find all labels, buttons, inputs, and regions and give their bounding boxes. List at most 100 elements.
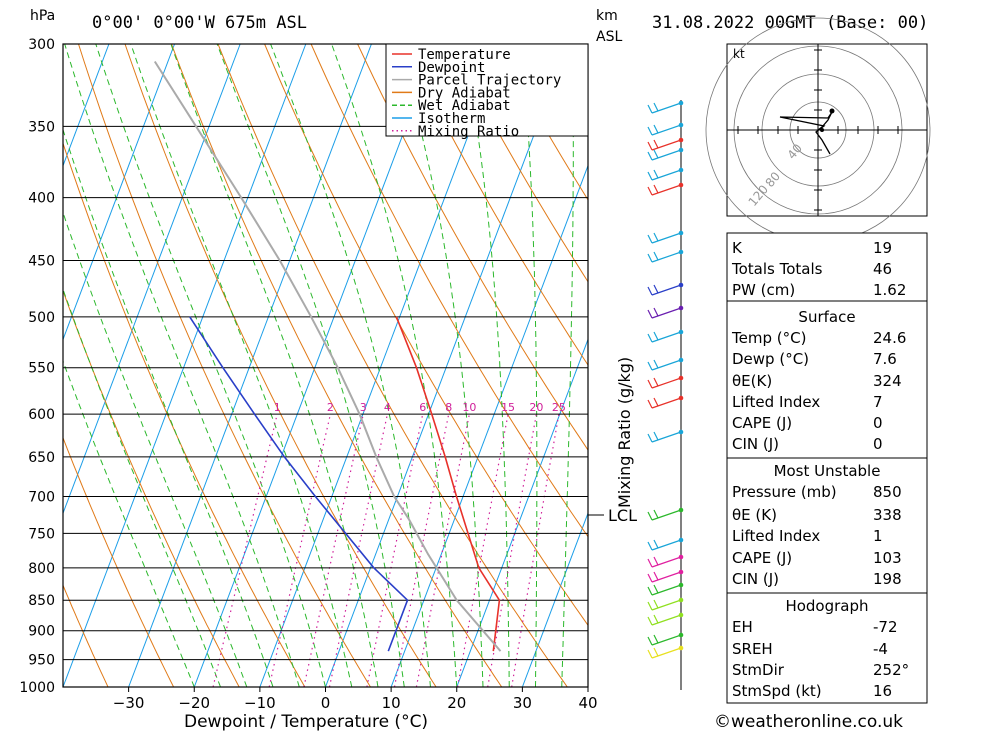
surface-cape-label: CAPE (J) [732, 414, 792, 432]
wind-barb-flag [653, 232, 659, 242]
temperature-tick-label: 30 [513, 694, 532, 712]
wind-barb-flag [647, 151, 653, 161]
wind-level-dot [678, 122, 684, 128]
mixing-ratio-label: 3 [360, 401, 367, 414]
dry-adiabat-line [962, 44, 1000, 687]
stmspd-value: 16 [873, 682, 892, 700]
wind-barb [651, 571, 682, 583]
surface-title: Surface [798, 308, 855, 326]
stmdir-value: 252° [873, 661, 909, 679]
dry-adiabat-line [310, 44, 588, 538]
isotherm-line [456, 338, 588, 687]
wind-level-dot [678, 395, 684, 401]
wind-level-dot [678, 612, 684, 618]
wind-barb [651, 377, 682, 389]
wet-adiabat-line [587, 676, 588, 687]
wind-barb-flag [647, 433, 653, 443]
wind-barb-flag [653, 102, 659, 112]
wind-level-dot [678, 554, 684, 560]
wind-level-dot [678, 167, 684, 173]
wind-barb [651, 284, 682, 296]
height-unit-label: km [596, 8, 618, 24]
wind-barb-flag [653, 359, 659, 369]
wind-barb [651, 634, 682, 646]
isotherm-line [63, 44, 110, 168]
wind-barb-flag [653, 647, 659, 657]
wet-adiabat-line [63, 211, 248, 687]
mixing-ratio-label: 15 [501, 401, 515, 414]
pressure-tick-label: 550 [28, 361, 55, 377]
mixing-ratio-line [328, 414, 388, 687]
wind-barb-flag [647, 601, 653, 611]
wind-barb-flag [647, 399, 653, 409]
profiles [153, 60, 502, 652]
wind-barb-flag [653, 139, 659, 149]
wet-adiabat-line [63, 128, 274, 687]
wind-barb [651, 431, 682, 443]
isobars [63, 43, 588, 688]
wind-barb-flag [647, 573, 653, 583]
mu-thetae-value: 338 [873, 506, 902, 524]
temperature-tick-label: 40 [578, 694, 597, 712]
wind-barb-flag [647, 141, 653, 151]
mu-pressure-label: Pressure (mb) [732, 483, 837, 501]
stmdir-label: StmDir [732, 661, 785, 679]
legend-label: Dry Adiabat [418, 85, 511, 101]
wet-adiabat-line [95, 44, 326, 687]
credit-label: ©weatheronline.co.uk [714, 712, 903, 732]
wind-barb [651, 102, 682, 114]
temperature-tick-label: 10 [382, 694, 401, 712]
surface-li-label: Lifted Index [732, 393, 820, 411]
wind-barb [651, 599, 682, 611]
most-unstable-title: Most Unstable [774, 462, 881, 480]
wind-barb-flag [647, 636, 653, 646]
pressure-tick-label: 650 [28, 450, 55, 466]
pressure-tick-label: 400 [28, 191, 55, 207]
wind-barb [651, 359, 682, 371]
surface-temp-label: Temp (°C) [731, 329, 806, 347]
isotherm-line [193, 44, 438, 687]
most-unstable-box [726, 457, 928, 594]
wind-level-dot [678, 582, 684, 588]
temperature-tick-label: 20 [447, 694, 466, 712]
wet-adiabat-line [63, 359, 195, 687]
wind-barb-flag [653, 599, 659, 609]
wind-barb [651, 397, 682, 409]
surface-li-value: 7 [873, 393, 883, 411]
series-line-temperature [395, 316, 501, 652]
wind-barb [651, 251, 682, 263]
pressure-unit-label: hPa [30, 8, 55, 24]
temperature-tick-labels: −30 −20 −10 0 10 20 30 40 [113, 687, 598, 712]
wind-barb-flag [647, 586, 653, 596]
dry-adiabat-line [63, 436, 175, 687]
lcl-label: LCL [608, 506, 637, 525]
mixing-ratio-line [303, 414, 364, 687]
mu-cin-value: 198 [873, 570, 902, 588]
wind-barb-flag [647, 558, 653, 568]
hodograph-point [829, 108, 835, 114]
surface-temp-value: 24.6 [873, 329, 906, 347]
surface-cin-value: 0 [873, 435, 883, 453]
wind-barb [651, 556, 682, 568]
pw-value: 1.62 [873, 281, 906, 299]
wind-barb-flag [653, 331, 659, 341]
isotherm-line [128, 44, 372, 687]
pressure-tick-label: 500 [28, 310, 55, 326]
mixing-ratio-line [415, 414, 470, 687]
wind-level-dot [678, 282, 684, 288]
hodograph: kt 120 80 40 [705, 17, 931, 243]
wind-level-dot [678, 537, 684, 543]
legend-box [385, 43, 589, 137]
pressure-tick-labels: 300 350 400 450 500 550 600 650 700 750 800 850 900 9… [19, 37, 55, 696]
surface-dewp-label: Dewp (°C) [732, 350, 809, 368]
wind-barb-flag [653, 614, 659, 624]
wind-barb-flag [653, 184, 659, 194]
pressure-tick-label: 850 [28, 593, 55, 609]
mixing-ratio-line [511, 414, 560, 687]
mu-pressure-value: 850 [873, 483, 902, 501]
wind-barb [651, 139, 682, 151]
mixing-ratio-label: 4 [384, 401, 391, 414]
dry-adiabat-line [217, 44, 568, 687]
pw-label: PW (cm) [732, 281, 795, 299]
legend-label: Temperature [418, 47, 511, 63]
